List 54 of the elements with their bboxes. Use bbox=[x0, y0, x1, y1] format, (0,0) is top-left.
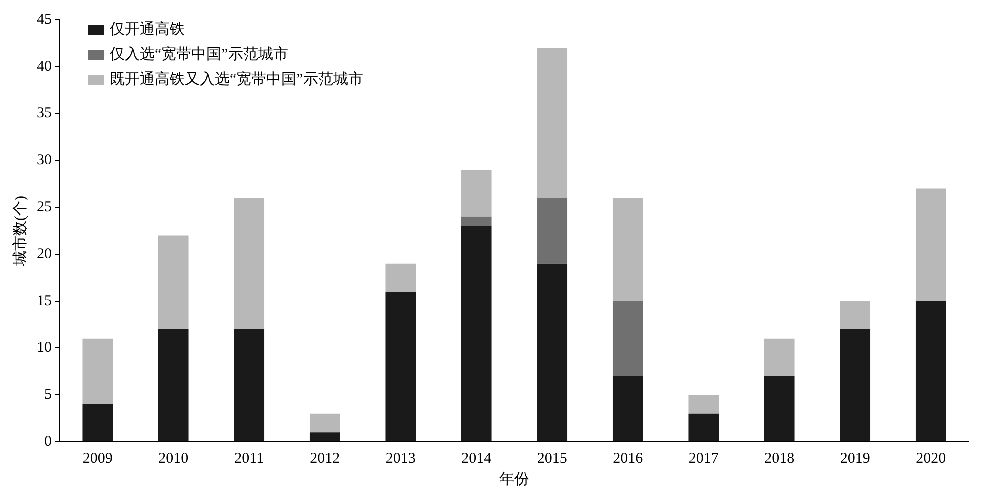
legend-label: 既开通高铁又入选“宽带中国”示范城市 bbox=[110, 70, 364, 89]
bar bbox=[234, 329, 265, 442]
y-tick-label: 40 bbox=[37, 58, 52, 75]
bar bbox=[537, 198, 568, 264]
y-tick-label: 45 bbox=[37, 12, 52, 28]
bar bbox=[537, 264, 568, 442]
y-tick-label: 30 bbox=[37, 152, 52, 169]
y-tick-label: 0 bbox=[44, 434, 52, 450]
bar bbox=[310, 414, 340, 433]
bar bbox=[82, 338, 114, 404]
x-axis-title: 年份 bbox=[500, 470, 530, 488]
x-tick-label: 2019 bbox=[840, 450, 870, 467]
bar bbox=[461, 226, 492, 442]
bar bbox=[537, 48, 568, 198]
x-tick-label: 2010 bbox=[158, 450, 189, 467]
y-tick-label: 5 bbox=[44, 387, 52, 404]
y-tick-label: 25 bbox=[37, 199, 52, 216]
x-tick-label: 2009 bbox=[82, 450, 113, 467]
x-tick-label: 2020 bbox=[916, 450, 946, 467]
bar bbox=[612, 376, 644, 442]
y-axis-title: 城市数(个) bbox=[12, 196, 29, 267]
bar bbox=[764, 338, 795, 376]
bar bbox=[158, 236, 189, 330]
y-tick-label: 15 bbox=[37, 293, 52, 310]
legend-label: 仅开通高铁 bbox=[110, 20, 185, 39]
bar bbox=[310, 432, 340, 442]
y-tick-label: 20 bbox=[37, 246, 52, 262]
y-tick-label: 10 bbox=[37, 340, 52, 356]
x-tick-label: 2018 bbox=[764, 450, 795, 467]
x-tick-label: 2014 bbox=[462, 450, 492, 467]
x-tick-label: 2017 bbox=[688, 450, 720, 467]
bar bbox=[386, 264, 416, 292]
bar bbox=[916, 188, 946, 302]
bar bbox=[158, 329, 189, 442]
bar bbox=[461, 170, 492, 217]
bar bbox=[612, 198, 644, 302]
bar bbox=[840, 329, 871, 442]
bar bbox=[916, 301, 946, 442]
bar bbox=[688, 414, 720, 442]
bar bbox=[461, 216, 492, 226]
x-tick-label: 2012 bbox=[310, 450, 340, 467]
bar bbox=[840, 301, 871, 330]
y-tick-label: 35 bbox=[37, 106, 52, 122]
x-tick-label: 2013 bbox=[386, 450, 416, 467]
x-tick-label: 2015 bbox=[537, 450, 568, 467]
bar bbox=[386, 292, 416, 442]
bar bbox=[234, 198, 265, 330]
bar bbox=[764, 376, 795, 442]
x-tick-label: 2011 bbox=[234, 450, 264, 467]
bar bbox=[612, 301, 644, 376]
legend-label: 仅入选“宽带中国”示范城市 bbox=[110, 45, 288, 64]
bar bbox=[82, 404, 114, 442]
x-tick-label: 2016 bbox=[613, 450, 644, 467]
bar bbox=[688, 395, 720, 414]
